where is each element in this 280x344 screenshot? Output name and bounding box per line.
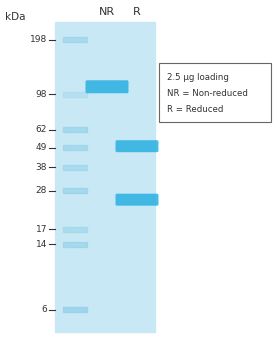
Text: NR = Non-reduced: NR = Non-reduced	[167, 88, 248, 97]
Text: 6: 6	[41, 305, 47, 314]
Text: R = Reduced: R = Reduced	[167, 105, 223, 114]
Bar	[63, 227, 87, 232]
Text: kDa: kDa	[5, 12, 25, 22]
Text: NR: NR	[99, 7, 115, 17]
Text: 28: 28	[36, 186, 47, 195]
FancyBboxPatch shape	[85, 80, 129, 93]
Bar	[63, 92, 87, 97]
Bar	[63, 307, 87, 312]
Text: 198: 198	[30, 35, 47, 44]
Text: 38: 38	[36, 163, 47, 172]
Text: 98: 98	[36, 90, 47, 99]
Bar	[63, 145, 87, 150]
Bar	[63, 37, 87, 43]
FancyBboxPatch shape	[159, 63, 271, 122]
Text: R: R	[133, 7, 141, 17]
Bar	[63, 127, 87, 132]
Text: 14: 14	[36, 240, 47, 249]
Text: 17: 17	[36, 225, 47, 234]
FancyBboxPatch shape	[115, 140, 158, 152]
Bar	[55, 22, 155, 332]
Bar	[63, 165, 87, 170]
FancyBboxPatch shape	[115, 194, 158, 206]
Text: 62: 62	[36, 125, 47, 134]
Text: 2.5 μg loading: 2.5 μg loading	[167, 73, 229, 82]
Text: 49: 49	[36, 143, 47, 152]
Bar	[63, 189, 87, 193]
Bar	[63, 242, 87, 247]
